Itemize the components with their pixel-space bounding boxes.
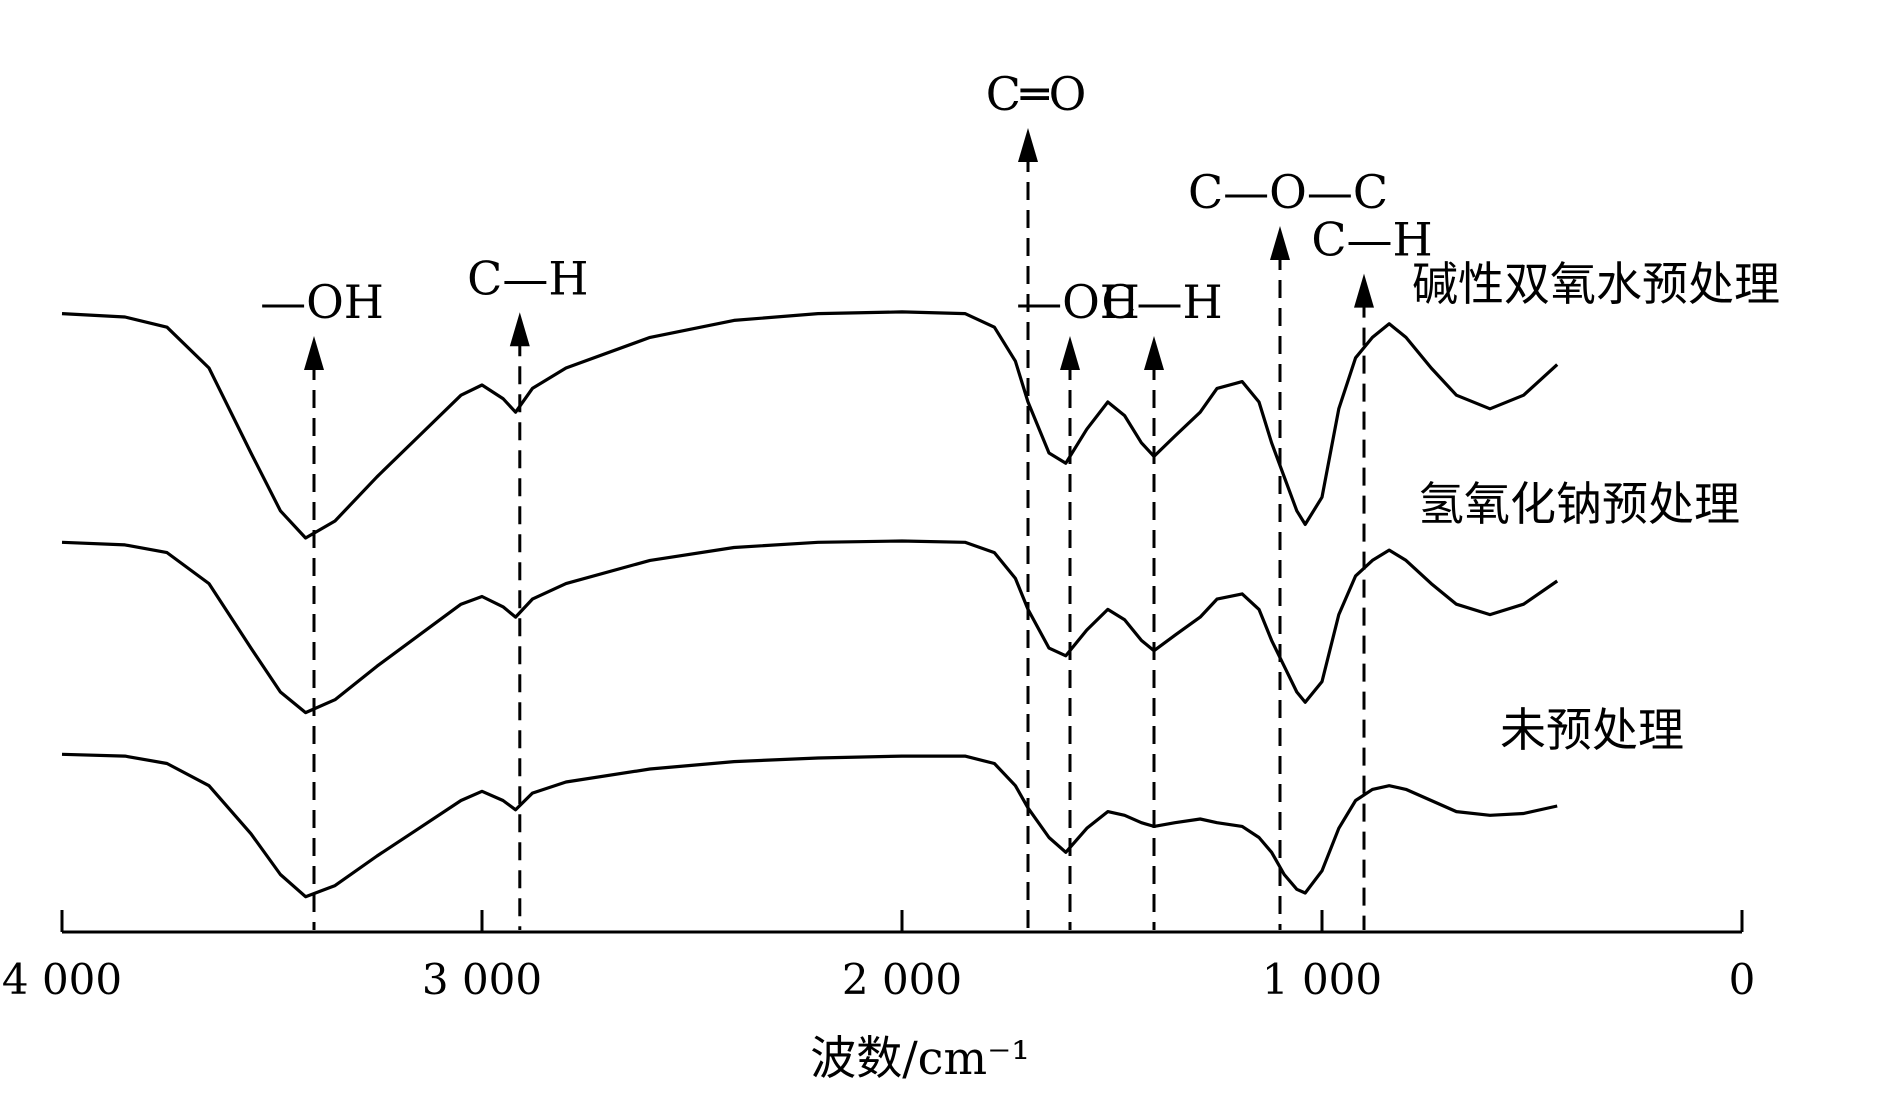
peak-guides bbox=[304, 128, 1374, 930]
x-tick-label: 1 000 bbox=[1262, 955, 1382, 1004]
series-line-0 bbox=[61, 310, 1559, 540]
peak-label: C—H bbox=[467, 251, 588, 305]
peak-arrow bbox=[1354, 273, 1374, 308]
x-tick-label: 3 000 bbox=[422, 955, 542, 1004]
x-axis: 4 000 3 000 2 000 1 000 0 波数/cm⁻¹ bbox=[2, 910, 1755, 1085]
peak-arrow bbox=[304, 336, 324, 370]
series-label-1: 氢氧化钠预处理 bbox=[1418, 477, 1740, 531]
peak-arrow bbox=[1144, 336, 1164, 370]
x-tick-label: 2 000 bbox=[842, 955, 962, 1004]
peak-label: C—O—C bbox=[1188, 165, 1388, 219]
series-label-2: 未预处理 bbox=[1500, 703, 1684, 757]
series-label-0: 碱性双氧水预处理 bbox=[1412, 257, 1780, 311]
x-tick-label: 4 000 bbox=[2, 955, 122, 1004]
peak-label: C—H bbox=[1311, 213, 1432, 267]
spectra bbox=[61, 310, 1559, 899]
peak-label: C—H bbox=[1101, 275, 1222, 329]
peak-label: —OH bbox=[260, 275, 384, 329]
peak-arrow bbox=[509, 312, 530, 347]
labels: —OH C—HC═O—OHC—HC—O—CC—H碱性双氧水预处理氢氧化钠预处理未预… bbox=[260, 67, 1780, 757]
peak-arrow bbox=[1270, 226, 1290, 260]
series-line-1 bbox=[61, 539, 1559, 715]
peak-label: C═O bbox=[986, 67, 1087, 121]
series-line-2 bbox=[61, 752, 1558, 899]
peak-label: —OH bbox=[1016, 275, 1140, 329]
peak-arrow bbox=[1018, 128, 1038, 162]
x-axis-title: 波数/cm⁻¹ bbox=[810, 1031, 1030, 1085]
peak-arrow bbox=[1060, 336, 1080, 370]
x-tick-label: 0 bbox=[1729, 955, 1756, 1004]
